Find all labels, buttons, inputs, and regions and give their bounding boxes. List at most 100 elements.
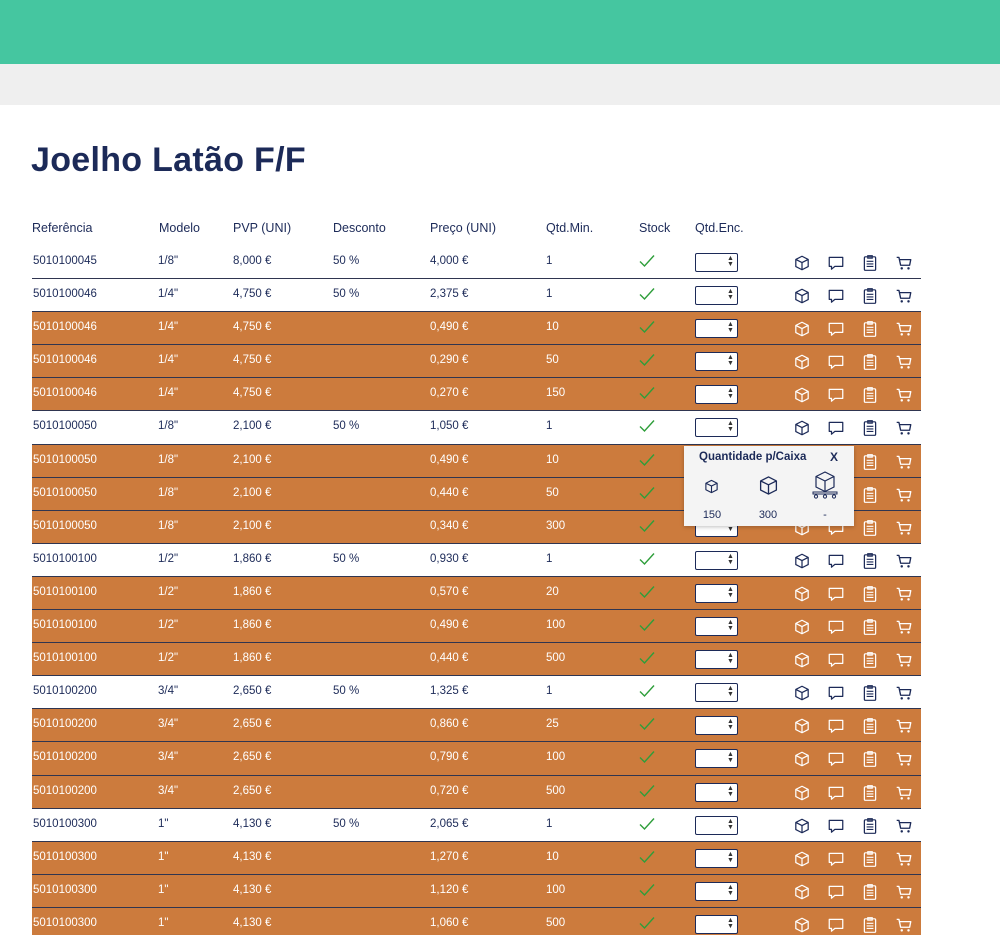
stepper-arrows-icon[interactable]: ▲▼ xyxy=(727,420,734,434)
quantity-stepper[interactable]: ▲▼ xyxy=(695,253,738,272)
clipboard-icon[interactable] xyxy=(861,585,879,603)
clipboard-icon[interactable] xyxy=(861,916,879,934)
clipboard-icon[interactable] xyxy=(861,552,879,570)
quantity-stepper[interactable]: ▲▼ xyxy=(695,815,738,835)
clipboard-icon[interactable] xyxy=(861,784,879,802)
clipboard-icon[interactable] xyxy=(861,386,879,404)
message-icon[interactable] xyxy=(827,320,845,338)
message-icon[interactable] xyxy=(827,883,845,901)
cart-icon[interactable] xyxy=(895,585,913,603)
quantity-stepper[interactable]: ▲▼ xyxy=(695,352,738,372)
box-icon[interactable] xyxy=(793,750,811,768)
quantity-stepper[interactable]: ▲▼ xyxy=(695,286,738,306)
message-icon[interactable] xyxy=(827,254,845,272)
cart-icon[interactable] xyxy=(895,717,913,735)
cart-icon[interactable] xyxy=(895,519,913,537)
box-icon[interactable] xyxy=(793,585,811,603)
message-icon[interactable] xyxy=(827,651,845,669)
stepper-arrows-icon[interactable]: ▲▼ xyxy=(727,784,734,798)
cart-icon[interactable] xyxy=(895,419,913,437)
quantity-stepper[interactable]: ▲▼ xyxy=(695,617,738,637)
cart-icon[interactable] xyxy=(895,486,913,504)
quantity-stepper[interactable]: ▲▼ xyxy=(695,749,738,769)
stepper-arrows-icon[interactable]: ▲▼ xyxy=(727,619,734,633)
box-icon[interactable] xyxy=(793,684,811,702)
clipboard-icon[interactable] xyxy=(861,717,879,735)
cart-icon[interactable] xyxy=(895,353,913,371)
cart-icon[interactable] xyxy=(895,916,913,934)
cart-icon[interactable] xyxy=(895,386,913,404)
clipboard-icon[interactable] xyxy=(861,651,879,669)
stepper-arrows-icon[interactable]: ▲▼ xyxy=(727,652,734,666)
box-icon[interactable] xyxy=(793,618,811,636)
clipboard-icon[interactable] xyxy=(861,353,879,371)
stepper-arrows-icon[interactable]: ▲▼ xyxy=(727,585,734,599)
quantity-stepper[interactable]: ▲▼ xyxy=(695,650,738,670)
clipboard-icon[interactable] xyxy=(861,817,879,835)
message-icon[interactable] xyxy=(827,618,845,636)
box-icon[interactable] xyxy=(793,353,811,371)
stepper-arrows-icon[interactable]: ▲▼ xyxy=(727,288,734,302)
box-icon[interactable] xyxy=(793,717,811,735)
box-icon[interactable] xyxy=(793,320,811,338)
quantity-stepper[interactable]: ▲▼ xyxy=(695,716,738,736)
clipboard-icon[interactable] xyxy=(861,287,879,305)
cart-icon[interactable] xyxy=(895,453,913,471)
message-icon[interactable] xyxy=(827,419,845,437)
quantity-stepper[interactable]: ▲▼ xyxy=(695,319,738,339)
clipboard-icon[interactable] xyxy=(861,684,879,702)
cart-icon[interactable] xyxy=(895,618,913,636)
stepper-arrows-icon[interactable]: ▲▼ xyxy=(727,718,734,732)
clipboard-icon[interactable] xyxy=(861,618,879,636)
message-icon[interactable] xyxy=(827,850,845,868)
clipboard-icon[interactable] xyxy=(861,320,879,338)
cart-icon[interactable] xyxy=(895,817,913,835)
quantity-stepper[interactable]: ▲▼ xyxy=(695,782,738,802)
box-icon[interactable] xyxy=(793,254,811,272)
box-icon[interactable] xyxy=(793,651,811,669)
quantity-stepper[interactable]: ▲▼ xyxy=(695,385,738,405)
cart-icon[interactable] xyxy=(895,750,913,768)
message-icon[interactable] xyxy=(827,784,845,802)
box-icon[interactable] xyxy=(793,883,811,901)
message-icon[interactable] xyxy=(827,353,845,371)
stepper-arrows-icon[interactable]: ▲▼ xyxy=(727,387,734,401)
box-icon[interactable] xyxy=(793,817,811,835)
clipboard-icon[interactable] xyxy=(861,519,879,537)
clipboard-icon[interactable] xyxy=(861,486,879,504)
box-icon[interactable] xyxy=(793,784,811,802)
cart-icon[interactable] xyxy=(895,651,913,669)
cart-icon[interactable] xyxy=(895,552,913,570)
clipboard-icon[interactable] xyxy=(861,883,879,901)
quantity-stepper[interactable]: ▲▼ xyxy=(695,881,738,901)
stepper-arrows-icon[interactable]: ▲▼ xyxy=(727,751,734,765)
message-icon[interactable] xyxy=(827,552,845,570)
box-icon[interactable] xyxy=(793,386,811,404)
quantity-stepper[interactable]: ▲▼ xyxy=(695,583,738,603)
message-icon[interactable] xyxy=(827,585,845,603)
stepper-arrows-icon[interactable]: ▲▼ xyxy=(727,883,734,897)
box-icon[interactable] xyxy=(793,916,811,934)
quantity-stepper[interactable]: ▲▼ xyxy=(695,848,738,868)
box-icon[interactable] xyxy=(793,850,811,868)
message-icon[interactable] xyxy=(827,750,845,768)
cart-icon[interactable] xyxy=(895,254,913,272)
stepper-arrows-icon[interactable]: ▲▼ xyxy=(727,817,734,831)
cart-icon[interactable] xyxy=(895,850,913,868)
clipboard-icon[interactable] xyxy=(861,254,879,272)
message-icon[interactable] xyxy=(827,817,845,835)
clipboard-icon[interactable] xyxy=(861,750,879,768)
cart-icon[interactable] xyxy=(895,287,913,305)
message-icon[interactable] xyxy=(827,717,845,735)
box-icon[interactable] xyxy=(793,552,811,570)
message-icon[interactable] xyxy=(827,916,845,934)
cart-icon[interactable] xyxy=(895,684,913,702)
quantity-stepper[interactable]: ▲▼ xyxy=(695,418,738,438)
quantity-stepper[interactable]: ▲▼ xyxy=(695,914,738,934)
quantity-stepper[interactable]: ▲▼ xyxy=(695,550,738,570)
box-icon[interactable] xyxy=(793,419,811,437)
stepper-arrows-icon[interactable]: ▲▼ xyxy=(727,354,734,368)
message-icon[interactable] xyxy=(827,287,845,305)
message-icon[interactable] xyxy=(827,386,845,404)
clipboard-icon[interactable] xyxy=(861,419,879,437)
